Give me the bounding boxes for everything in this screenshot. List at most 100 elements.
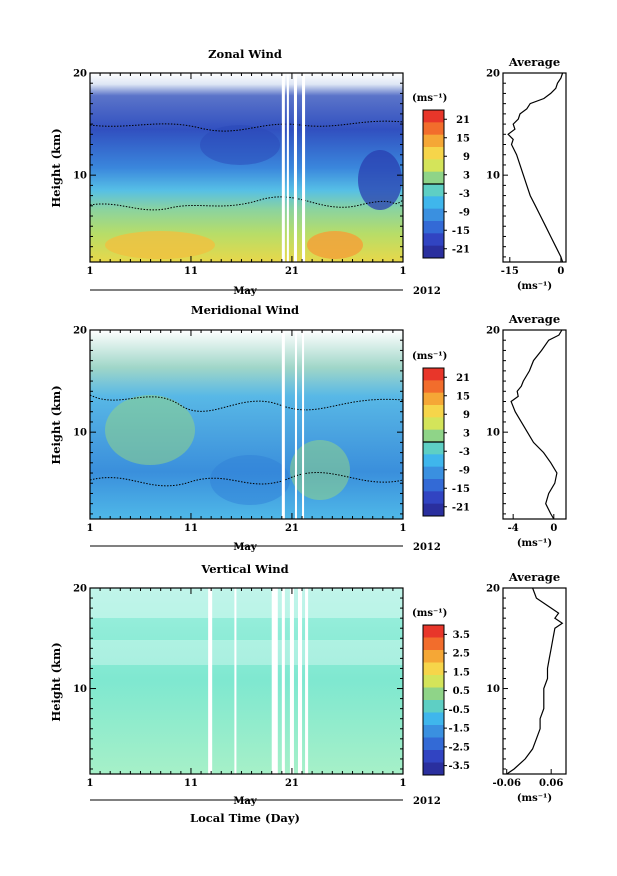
colorbar-swatch xyxy=(423,466,444,480)
data-gap xyxy=(289,588,294,774)
colorbar-swatch xyxy=(423,429,444,443)
colorbar-swatch xyxy=(423,762,444,776)
colorbar-swatch xyxy=(423,625,444,638)
colorbar-swatch xyxy=(423,687,444,701)
colorbar-tick-label: -3 xyxy=(459,189,470,200)
colorbar-tick-label: -2.5 xyxy=(448,742,470,753)
colorbar-swatch xyxy=(423,637,444,651)
x-axis-label: Local Time (Day) xyxy=(190,811,300,825)
profile-x-tick-label: -15 xyxy=(501,266,519,277)
heatmap-area xyxy=(89,330,404,519)
colorbar-unit: (ms⁻¹) xyxy=(412,608,447,619)
year-label: 2012 xyxy=(413,286,441,297)
colorbar-unit: (ms⁻¹) xyxy=(412,351,447,362)
zero-contour xyxy=(89,472,404,487)
x-tick-label: 1 xyxy=(400,266,407,277)
heatmap-warm-region xyxy=(307,231,363,259)
axes-frame xyxy=(89,329,404,520)
x-tick-label: 1 xyxy=(87,266,94,277)
average-profile: Average 10 20 -0.06 0.06 (ms⁻¹) xyxy=(486,570,567,804)
colorbar-tick-label: 3 xyxy=(463,428,470,439)
colorbar-tick-label: -9 xyxy=(459,207,470,218)
colorbar-swatch xyxy=(423,221,444,234)
data-gap xyxy=(281,588,285,774)
colorbar-tick-label: -15 xyxy=(452,484,470,495)
y-tick-label: 20 xyxy=(73,326,87,337)
colorbar-swatch xyxy=(423,454,444,468)
colorbar-swatch xyxy=(423,417,444,431)
colorbar-tick-label: 2.5 xyxy=(453,649,470,660)
data-gap xyxy=(302,73,306,262)
colorbar-tick-label: 0.5 xyxy=(453,686,470,697)
profile-title: Average xyxy=(508,55,560,69)
month-label: May xyxy=(233,542,258,553)
x-ticks: 1 11 21 1 xyxy=(87,588,407,789)
y-tick-label: 10 xyxy=(73,684,87,695)
colorbar-tick-label: 9 xyxy=(463,152,470,163)
profile-y-tick-label: 10 xyxy=(486,684,500,695)
y-tick-label: 20 xyxy=(73,584,87,595)
profile-x-tick-label: 0 xyxy=(550,523,557,534)
colorbar-swatch xyxy=(423,405,444,418)
x-tick-label: 11 xyxy=(184,778,198,789)
x-tick-label: 1 xyxy=(400,778,407,789)
year-label: 2012 xyxy=(413,542,441,553)
y-tick-label: 10 xyxy=(73,171,87,182)
colorbar-swatch xyxy=(423,122,444,136)
colorbar-swatch xyxy=(423,491,444,505)
average-profile: Average 10 20 -15 0 (ms⁻¹) xyxy=(486,55,567,292)
profile-frame xyxy=(502,72,567,263)
colorbar-swatch xyxy=(423,503,444,517)
profile-title: Average xyxy=(508,570,560,584)
colorbar-tick-label: -0.5 xyxy=(448,705,470,716)
data-gap xyxy=(286,73,289,262)
data-gap xyxy=(294,330,297,519)
heatmap-cold-region xyxy=(200,125,280,165)
y-axis-label: Height (km) xyxy=(49,642,63,721)
x-tick-label: 11 xyxy=(184,266,198,277)
y-ticks: 10 20 xyxy=(73,326,403,515)
x-tick-label: 21 xyxy=(285,523,299,534)
colorbar-swatch xyxy=(423,233,444,247)
profile-y-tick-label: 10 xyxy=(486,171,500,182)
zero-contour xyxy=(89,120,404,132)
heatmap-green-region xyxy=(290,440,350,500)
x-tick-label: 21 xyxy=(285,266,299,277)
data-gaps xyxy=(281,330,305,519)
y-ticks: 10 20 xyxy=(73,584,403,770)
month-label: May xyxy=(233,796,258,807)
colorbar-unit: (ms⁻¹) xyxy=(412,93,447,104)
colorbar-tick-label: 3 xyxy=(463,170,470,181)
colorbar-swatch xyxy=(423,700,444,713)
colorbar-tick-label: 15 xyxy=(456,133,470,144)
y-ticks: 10 20 xyxy=(73,69,403,258)
heatmap-area xyxy=(90,588,403,774)
heatmap-cold-region xyxy=(358,150,402,210)
colorbar-swatch xyxy=(423,196,444,210)
colorbar-tick-label: 15 xyxy=(456,391,470,402)
colorbar-frame xyxy=(422,624,445,776)
colorbar-swatch xyxy=(423,650,444,663)
panel-title: Vertical Wind xyxy=(200,562,288,576)
data-gap xyxy=(208,588,213,774)
colorbar-tick-label: 3.5 xyxy=(453,630,470,641)
colorbar-swatch xyxy=(423,208,444,222)
colorbar-swatch xyxy=(423,245,444,259)
profile-y-tick-label: 10 xyxy=(486,428,500,439)
x-tick-label: 1 xyxy=(87,778,94,789)
heatmap-area xyxy=(89,73,404,262)
colorbar-tick-label: 21 xyxy=(456,373,470,384)
data-gap xyxy=(302,330,305,519)
heatmap-sparse-band xyxy=(90,640,403,665)
profile-x-axis-label: (ms⁻¹) xyxy=(517,281,552,292)
y-axis-label: Height (km) xyxy=(49,128,63,207)
heatmap-warm-region xyxy=(105,231,215,259)
year-label: 2012 xyxy=(413,796,441,807)
colorbar-tick-label: -15 xyxy=(452,226,470,237)
colorbar-swatch xyxy=(423,110,444,123)
y-tick-label: 10 xyxy=(73,428,87,439)
panel-title: Meridional Wind xyxy=(191,303,299,317)
colorbar-swatch xyxy=(423,368,444,381)
colorbar: (ms⁻¹) 3.5 2.5 1.5 0.5 -0.5 -1.5 -2.5 -3.5 xyxy=(412,608,470,776)
